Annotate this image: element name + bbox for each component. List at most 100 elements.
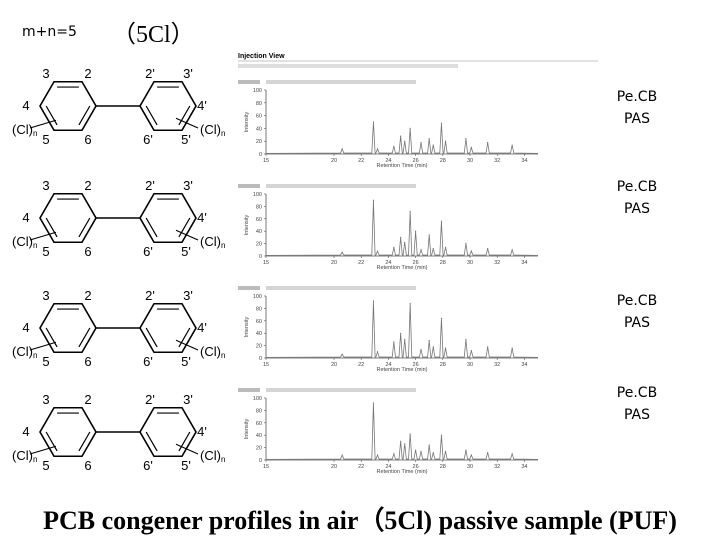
peak-point bbox=[400, 135, 402, 137]
ring-pos-2p-label: 2' bbox=[145, 66, 155, 81]
cl-bond-right bbox=[175, 443, 199, 455]
y-tick-label: 100 bbox=[253, 192, 262, 198]
chromatogram-trace bbox=[265, 402, 539, 460]
y-tick-label: 0 bbox=[259, 458, 262, 464]
chromatogram-2: 0 20 40 60 80 100 15 20 22 24 26 28 30 32 34 Retention … bbox=[238, 184, 539, 270]
x-tick-label: 24 bbox=[385, 362, 391, 368]
chlorine-right-label: (Cl)n bbox=[200, 448, 225, 464]
y-tick-label: 80 bbox=[256, 408, 262, 414]
peak-point bbox=[428, 138, 430, 140]
x-tick-label: 24 bbox=[385, 464, 391, 470]
x-tick-label: 24 bbox=[385, 260, 391, 266]
peak-point bbox=[420, 348, 422, 350]
peak-point bbox=[400, 332, 402, 334]
peak-point bbox=[470, 250, 472, 252]
peak-point bbox=[376, 454, 379, 456]
chlorine-right-sub: n bbox=[221, 241, 225, 250]
y-tick-label: 60 bbox=[256, 319, 262, 325]
ring-pos-2-label: 2 bbox=[84, 288, 91, 303]
peak-point bbox=[428, 444, 430, 446]
ring-pos-2-label: 2 bbox=[84, 178, 91, 193]
peak-point bbox=[404, 140, 406, 142]
peak-point bbox=[465, 243, 467, 245]
peak-point bbox=[465, 338, 467, 340]
double-bond-left-1 bbox=[78, 217, 91, 238]
y-tick-label: 20 bbox=[256, 344, 262, 350]
pcb-structure-4: 3 2 2' 3' 4 4' 5 6 6' 5' (Cl)n (Cl)n bbox=[12, 392, 225, 473]
y-tick-label: 0 bbox=[259, 254, 262, 260]
sample-label-4: Pe.CB PAS bbox=[616, 385, 658, 423]
peak-point bbox=[444, 246, 447, 248]
peak-point bbox=[432, 144, 434, 146]
ring-pos-4p-label: 4' bbox=[197, 424, 207, 439]
x-tick-label: 20 bbox=[331, 362, 337, 368]
x-tick-label: 26 bbox=[413, 158, 419, 164]
peak-point bbox=[440, 434, 443, 436]
benzene-ring-left bbox=[39, 302, 97, 354]
peak-point bbox=[409, 210, 411, 212]
x-tick-label: 28 bbox=[440, 362, 446, 368]
peak-point bbox=[470, 349, 472, 352]
peak-point bbox=[440, 220, 443, 222]
peak-point bbox=[511, 144, 513, 146]
chlorine-right-label: (Cl)n bbox=[200, 234, 225, 250]
x-tick-label: 20 bbox=[331, 464, 337, 470]
x-tick-label: 34 bbox=[521, 158, 527, 164]
x-tick-label: 26 bbox=[413, 362, 419, 368]
ring-pos-5p-label: 5' bbox=[181, 354, 191, 369]
congener-tag: m+n=5 bbox=[22, 24, 77, 40]
x-tick-label: 20 bbox=[331, 260, 337, 266]
x-tick-label: 34 bbox=[521, 464, 527, 470]
peak-point bbox=[511, 347, 513, 349]
peak-point bbox=[511, 249, 513, 251]
ring-pos-3-label: 3 bbox=[42, 66, 49, 81]
ring-pos-6p-label: 6' bbox=[143, 132, 153, 147]
ring-pos-3p-label: 3' bbox=[183, 66, 193, 81]
benzene-ring-left bbox=[39, 80, 97, 132]
double-bond-right-1 bbox=[178, 217, 191, 238]
peak-point bbox=[341, 148, 343, 150]
peak-point bbox=[487, 451, 489, 454]
x-tick-label: 22 bbox=[358, 158, 364, 164]
x-tick-label: 30 bbox=[467, 158, 473, 164]
x-tick-label: 26 bbox=[413, 464, 419, 470]
peak-point bbox=[341, 353, 343, 355]
ring-pos-4-label: 4 bbox=[22, 424, 29, 439]
header-info-bar bbox=[238, 64, 458, 68]
cl-bond-left bbox=[29, 445, 57, 455]
chlorine-left-sub: n bbox=[33, 129, 37, 138]
ring-pos-6-label: 6 bbox=[84, 244, 91, 259]
y-tick-label: 20 bbox=[256, 446, 262, 452]
chlorine-left-label: (Cl)n bbox=[12, 234, 37, 250]
chlorine-right-label: (Cl)n bbox=[200, 344, 225, 360]
peak-point bbox=[341, 251, 343, 253]
x-tick-label: 15 bbox=[263, 158, 269, 164]
y-tick-label: 20 bbox=[256, 242, 262, 248]
sample-info-bar bbox=[266, 80, 416, 84]
peak-point bbox=[432, 451, 434, 454]
x-tick-label: 15 bbox=[263, 362, 269, 368]
x-axis-label: Retention Time (min) bbox=[376, 265, 427, 270]
sample-label-1: Pe.CB PAS bbox=[616, 89, 658, 127]
peak-point bbox=[487, 346, 489, 348]
peak-point bbox=[465, 449, 467, 451]
peak-point bbox=[432, 247, 434, 250]
double-bond-left-1 bbox=[78, 431, 91, 452]
y-tick-label: 0 bbox=[259, 356, 262, 362]
y-axis-label: Intensity bbox=[244, 317, 250, 338]
ring-pos-3-label: 3 bbox=[42, 288, 49, 303]
x-tick-label: 15 bbox=[263, 464, 269, 470]
peak-point bbox=[341, 454, 343, 456]
x-tick-label: 32 bbox=[494, 464, 500, 470]
x-tick-label: 22 bbox=[358, 260, 364, 266]
x-tick-label: 32 bbox=[494, 158, 500, 164]
peak-point bbox=[465, 138, 467, 140]
sample-info-bar bbox=[266, 286, 416, 290]
chlorine-left-sub: n bbox=[33, 241, 37, 250]
peak-point bbox=[432, 346, 434, 348]
ring-pos-4-label: 4 bbox=[22, 210, 29, 225]
y-axis-label: Intensity bbox=[244, 215, 250, 236]
cl-bond-right bbox=[175, 339, 199, 351]
peak-point bbox=[409, 302, 411, 305]
peak-point bbox=[415, 449, 417, 451]
